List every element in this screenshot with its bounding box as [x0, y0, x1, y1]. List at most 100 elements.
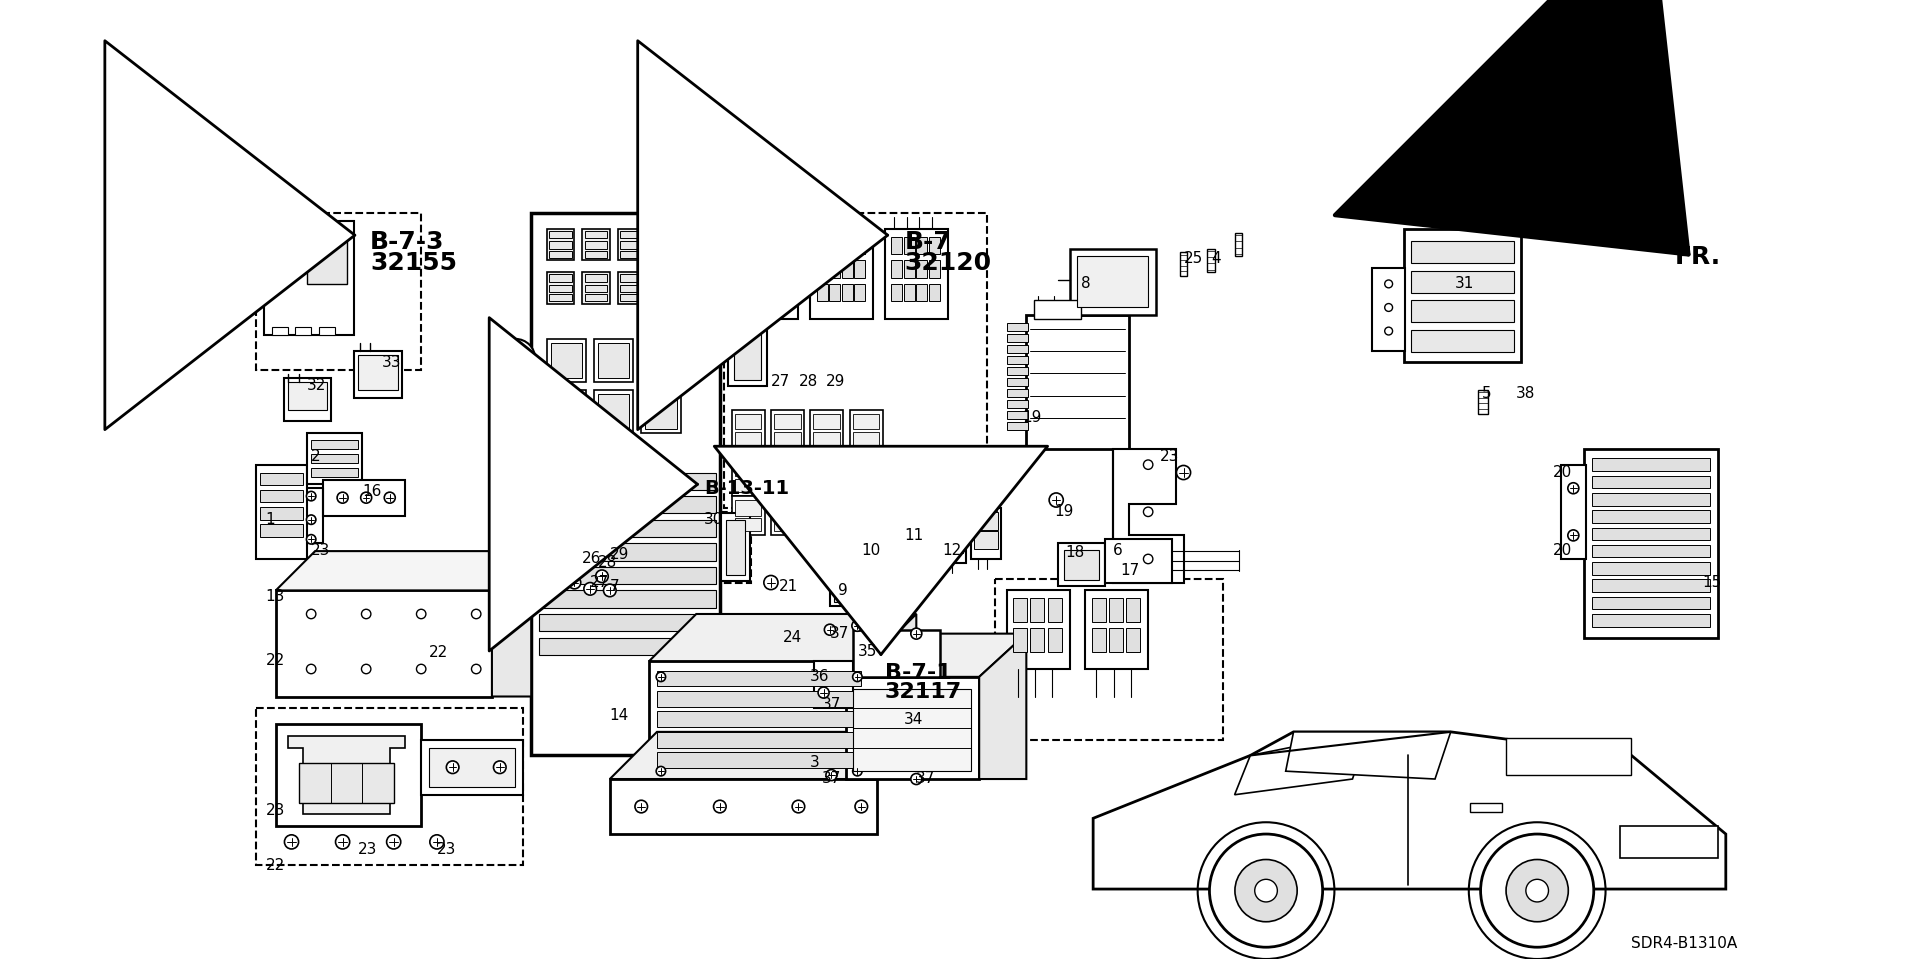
Circle shape: [493, 760, 507, 774]
Text: 22: 22: [265, 857, 284, 873]
Text: 32155: 32155: [371, 251, 457, 275]
Circle shape: [1235, 859, 1298, 922]
Text: 32117: 32117: [885, 682, 962, 702]
Bar: [916, 284, 927, 301]
Circle shape: [384, 492, 396, 503]
Text: 2: 2: [311, 449, 321, 464]
Bar: [657, 752, 862, 768]
Circle shape: [501, 344, 530, 373]
Circle shape: [636, 800, 647, 813]
Polygon shape: [870, 614, 916, 779]
Bar: [547, 339, 586, 382]
Bar: [618, 272, 645, 304]
Text: 23: 23: [438, 842, 457, 857]
Bar: [829, 563, 862, 606]
Bar: [499, 503, 530, 527]
Bar: [893, 518, 918, 531]
Bar: [733, 330, 760, 380]
Bar: [772, 496, 804, 535]
Bar: [852, 432, 879, 445]
Circle shape: [1048, 493, 1064, 507]
Bar: [1592, 510, 1711, 523]
Text: 9: 9: [837, 582, 847, 597]
Bar: [735, 479, 762, 492]
Text: 28: 28: [597, 555, 616, 570]
Bar: [586, 285, 607, 292]
Bar: [540, 473, 716, 490]
Bar: [620, 294, 643, 301]
Circle shape: [1569, 482, 1578, 494]
Text: 21: 21: [780, 578, 799, 594]
Bar: [1110, 598, 1123, 621]
Circle shape: [307, 515, 317, 525]
Bar: [814, 460, 841, 477]
Bar: [1006, 400, 1027, 409]
Text: SDR4-B1310A: SDR4-B1310A: [1632, 936, 1738, 951]
Bar: [854, 237, 866, 254]
Text: 33: 33: [382, 355, 401, 369]
Bar: [311, 454, 359, 463]
Bar: [540, 567, 716, 584]
Bar: [849, 496, 883, 535]
Text: 23: 23: [311, 543, 330, 558]
Bar: [540, 591, 716, 608]
Text: 28: 28: [799, 374, 818, 389]
Text: 18: 18: [1066, 545, 1085, 560]
Bar: [1584, 449, 1718, 638]
Circle shape: [361, 665, 371, 674]
Bar: [499, 404, 530, 429]
Bar: [975, 531, 998, 549]
Bar: [970, 518, 996, 531]
Bar: [540, 496, 716, 513]
Bar: [307, 433, 363, 484]
Bar: [540, 638, 716, 655]
Circle shape: [657, 672, 666, 682]
Bar: [904, 260, 914, 277]
Bar: [900, 520, 924, 538]
Bar: [420, 739, 524, 795]
Bar: [649, 661, 870, 779]
Bar: [1478, 390, 1488, 413]
Bar: [766, 284, 778, 301]
Text: 26: 26: [582, 551, 601, 566]
Bar: [735, 500, 762, 516]
Bar: [995, 578, 1223, 739]
Circle shape: [361, 492, 372, 503]
Bar: [735, 432, 762, 445]
Bar: [900, 539, 924, 556]
Bar: [1404, 229, 1521, 363]
Circle shape: [714, 800, 726, 813]
Bar: [1006, 378, 1027, 386]
Circle shape: [417, 609, 426, 619]
Circle shape: [1384, 327, 1392, 335]
Polygon shape: [276, 551, 532, 591]
Bar: [586, 294, 607, 301]
Bar: [774, 500, 801, 516]
Bar: [620, 251, 643, 258]
Bar: [780, 260, 791, 277]
Circle shape: [472, 609, 480, 619]
Bar: [1411, 241, 1513, 263]
Text: 23: 23: [359, 842, 378, 857]
Text: 5: 5: [1482, 386, 1492, 401]
Bar: [1592, 527, 1711, 540]
Circle shape: [824, 624, 835, 635]
Bar: [1127, 628, 1140, 652]
Bar: [829, 284, 841, 301]
Bar: [300, 763, 394, 803]
Bar: [829, 237, 841, 254]
Bar: [311, 439, 359, 449]
Circle shape: [793, 800, 804, 813]
Bar: [547, 390, 586, 433]
Bar: [641, 339, 680, 382]
Bar: [547, 272, 574, 304]
Bar: [653, 272, 680, 304]
Bar: [259, 490, 303, 503]
Bar: [620, 285, 643, 292]
Bar: [586, 274, 607, 282]
Bar: [1505, 738, 1632, 775]
Bar: [841, 260, 852, 277]
Bar: [810, 456, 843, 496]
Bar: [854, 284, 866, 301]
Circle shape: [1144, 554, 1152, 564]
